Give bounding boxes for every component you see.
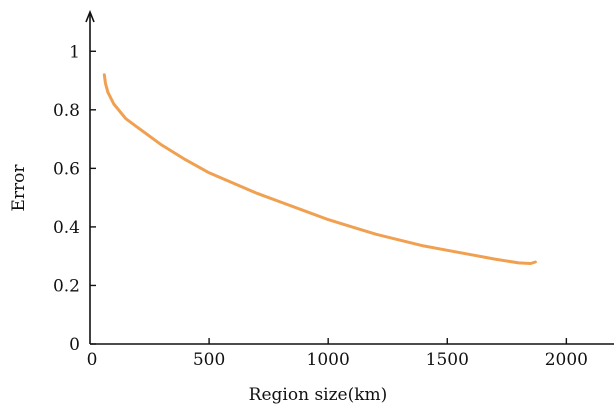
x-tick-label: 2000	[545, 350, 588, 370]
y-tick-label: 1	[69, 42, 80, 62]
y-axis-title: Error	[9, 164, 29, 212]
y-tick-label: 0.2	[53, 276, 80, 296]
y-tick-label: 0	[69, 335, 80, 355]
y-axis-arrow	[85, 9, 95, 23]
y-tick-label: 0.4	[53, 218, 80, 238]
x-axis-title: Region size(km)	[249, 385, 388, 405]
x-tick-label: 1000	[307, 350, 350, 370]
x-tick-label: 1500	[426, 350, 469, 370]
axes: 0 0.2 0.4 0.6 0.8 1 0 500 1000 1500 2000	[53, 9, 614, 370]
series-line	[102, 73, 537, 265]
x-tick-label: 0	[87, 350, 98, 370]
series-layer	[102, 73, 537, 265]
y-tick-label: 0.6	[53, 159, 80, 179]
x-tick-label: 500	[193, 350, 225, 370]
y-tick-label: 0.8	[53, 101, 80, 121]
